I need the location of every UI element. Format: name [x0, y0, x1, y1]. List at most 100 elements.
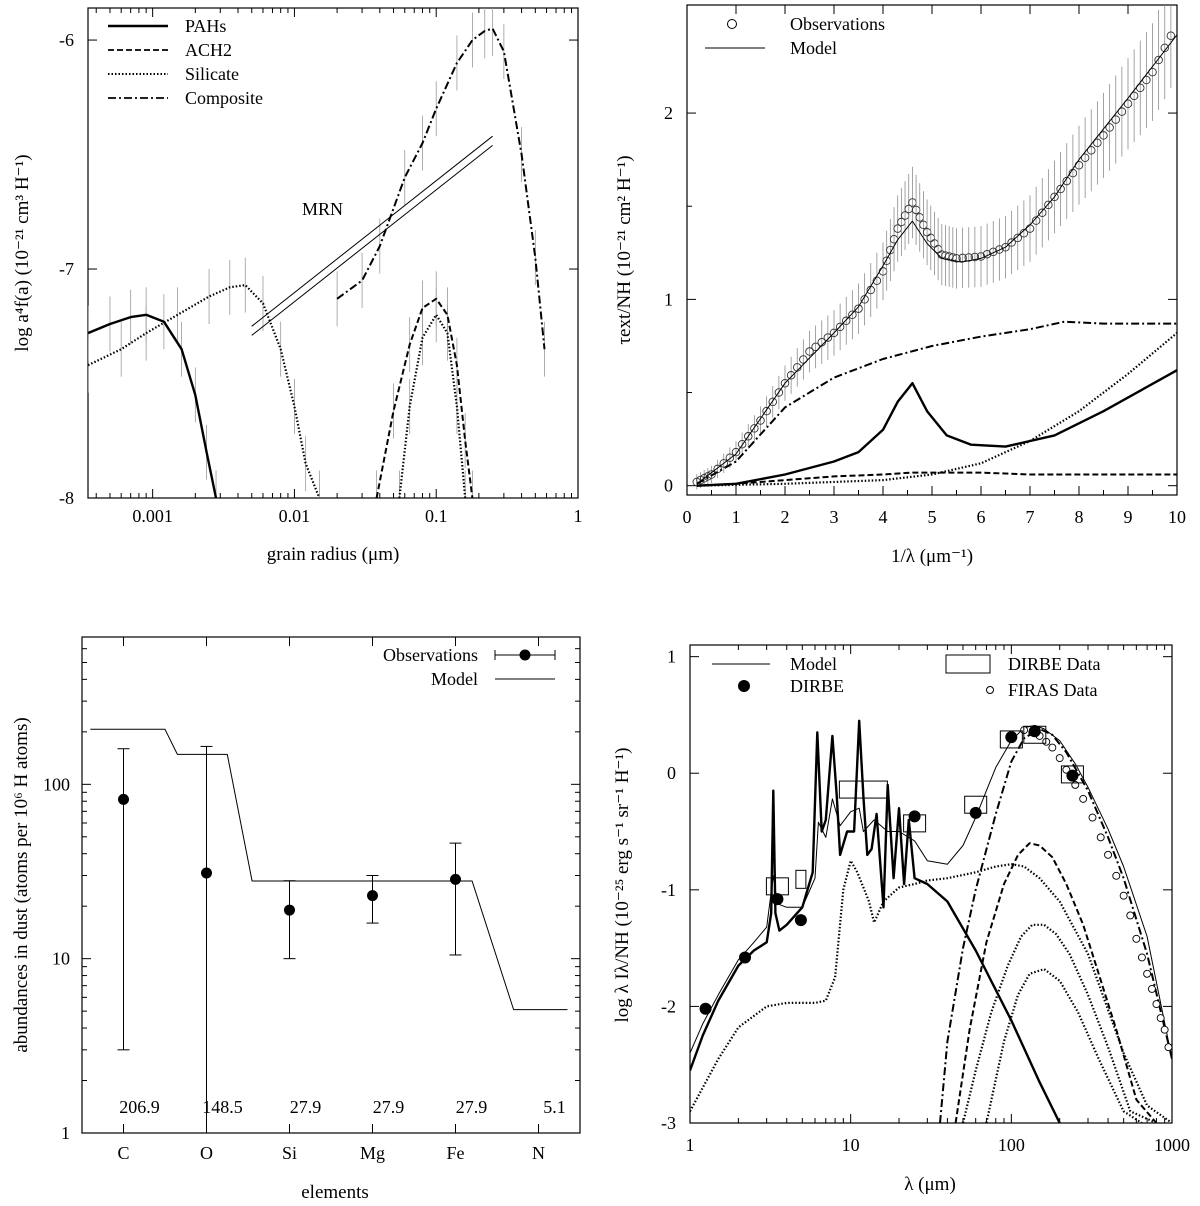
legend-label: Composite: [185, 88, 263, 108]
legend: Observations Model: [705, 14, 885, 58]
legend: PAHs ACH2 Silicate Composite: [108, 16, 263, 108]
tick-label: 1: [61, 1123, 70, 1143]
legend-label: DIRBE Data: [1008, 654, 1100, 674]
observation-point: [744, 432, 753, 441]
series-line: [696, 34, 1177, 485]
observation-point: [731, 447, 741, 457]
observation-point: [284, 904, 295, 916]
series-line: [88, 284, 321, 498]
series-line: [375, 297, 474, 498]
emission-panel: 1 10 100 1000 -3 -2 -1 0 1 Model DIRBE DIRBE Dat…: [612, 644, 1190, 1195]
plot-frame: [87, 7, 579, 499]
observation-point: [989, 247, 998, 257]
tick-label: 8: [1075, 507, 1084, 527]
observation-point: [780, 378, 790, 388]
tick-label: 1: [732, 507, 741, 527]
observation-point: [970, 252, 980, 262]
series-line: [690, 719, 1061, 1123]
observation-point: [725, 453, 735, 462]
tick-label: -6: [59, 30, 74, 50]
observation-point: [1050, 192, 1059, 202]
dirbe-data-box: [795, 869, 807, 889]
dirbe-data-box: [999, 730, 1023, 749]
legend-label: Model: [790, 38, 837, 58]
dirbe-point: [739, 951, 752, 964]
observation-point: [719, 459, 729, 468]
legend: Model DIRBE DIRBE Data FIRAS Data: [712, 654, 1100, 700]
tick-label: 0: [683, 507, 692, 527]
x-axis-label: grain radius (μm): [267, 544, 400, 565]
observation-point: [450, 873, 461, 885]
series-line: [985, 967, 1143, 1123]
tick-label: -1: [661, 880, 676, 900]
series-line: [336, 27, 546, 350]
legend-label: FIRAS Data: [1008, 680, 1098, 700]
model-value-label: 148.5: [202, 1097, 243, 1117]
tick-label: 7: [1026, 507, 1035, 527]
tick-label: 0.001: [132, 506, 173, 526]
series-line: [696, 369, 1177, 487]
x-axis-label: 1/λ (μm⁻¹): [891, 546, 973, 567]
y-axis-label: log λ Iλ/NH (10⁻²⁵ erg s⁻¹ sr⁻¹ H⁻¹): [612, 748, 633, 1023]
observation-point: [811, 342, 820, 352]
observation-point: [842, 316, 851, 326]
series-line: [954, 842, 1158, 1123]
legend-label: Silicate: [185, 64, 239, 84]
observation-point: [1093, 138, 1102, 148]
observation-point: [1086, 146, 1096, 155]
dirbe-point: [908, 810, 921, 823]
y-axis-label: abundances in dust (atoms per 10⁶ H atom…: [11, 717, 32, 1052]
legend-label: DIRBE: [790, 676, 844, 696]
tick-label: 100: [998, 1135, 1025, 1155]
observation-point: [805, 347, 814, 356]
firas-point: [1147, 984, 1156, 993]
tick-label: 1: [686, 1135, 695, 1155]
observation-point: [367, 890, 378, 902]
firas-point: [1132, 934, 1141, 943]
observation-point: [1117, 107, 1127, 116]
tick-label: 2: [781, 507, 790, 527]
model-value-label: 27.9: [290, 1097, 322, 1117]
firas-point: [1088, 813, 1097, 822]
observation-point: [737, 439, 747, 449]
firas-point: [1079, 794, 1088, 803]
model-step-line: [90, 728, 568, 1011]
firas-point: [1048, 743, 1057, 752]
firas-point: [1119, 891, 1128, 900]
legend-label: PAHs: [185, 16, 226, 36]
tick-label: 0: [667, 763, 676, 783]
series-line: [961, 923, 1157, 1123]
observation-point: [768, 397, 778, 407]
y-axis-label: log a⁴f(a) (10⁻²¹ cm³ H⁻¹): [12, 154, 33, 351]
observation-point: [762, 406, 771, 416]
tick-label: N: [532, 1143, 545, 1163]
tick-label: C: [117, 1143, 129, 1163]
observation-point: [1154, 55, 1163, 65]
observation-point: [995, 245, 1004, 254]
tick-label: 0: [664, 476, 673, 496]
tick-label: 3: [830, 507, 839, 527]
dirbe-point: [969, 806, 982, 819]
observation-point: [952, 254, 961, 263]
tick-label: -8: [59, 488, 74, 508]
series-line: [88, 313, 218, 498]
legend-label: Model: [431, 669, 478, 689]
firas-point: [1156, 1014, 1165, 1023]
mrn-line: [251, 145, 493, 336]
observation-point: [823, 333, 833, 342]
observation-point: [1001, 242, 1010, 252]
tick-label: 0.1: [425, 506, 448, 526]
firas-point: [1137, 953, 1146, 962]
observation-point: [774, 388, 784, 397]
observation-point: [1031, 216, 1041, 225]
observation-point: [1007, 238, 1016, 247]
observation-point: [118, 793, 129, 805]
observation-point: [1160, 43, 1169, 53]
observation-point: [1056, 184, 1065, 194]
tick-label: 10: [1168, 507, 1186, 527]
mrn-line: [251, 135, 493, 327]
plot-frame: [81, 636, 581, 1134]
legend-label: Observations: [790, 14, 885, 34]
observation-point: [707, 470, 716, 479]
